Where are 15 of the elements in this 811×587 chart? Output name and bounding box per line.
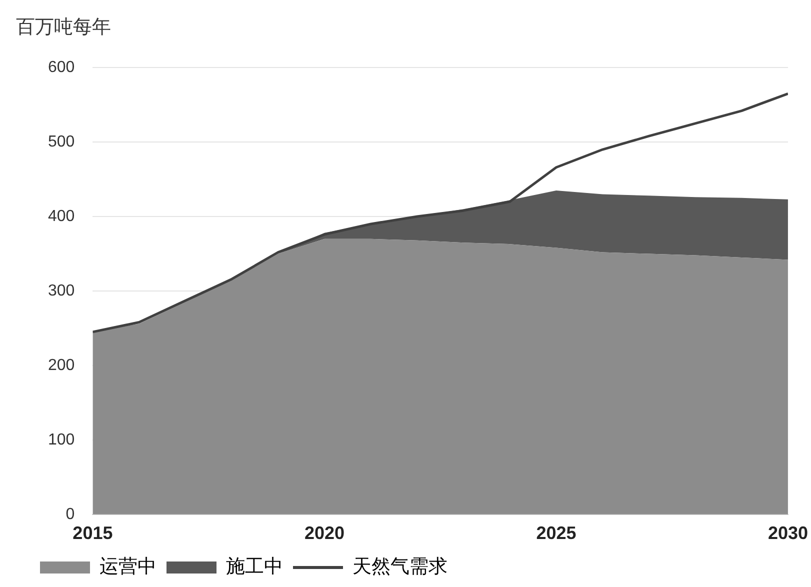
y-tick-label: 500 [48, 133, 75, 150]
legend-label: 天然气需求 [352, 555, 448, 578]
y-tick-label: 400 [48, 208, 75, 225]
x-tick-label: 2020 [304, 523, 344, 544]
x-tick-label: 2025 [536, 523, 576, 544]
y-tick-label: 600 [48, 59, 75, 76]
x-tick-label: 2015 [72, 523, 113, 544]
x-tick-label: 2030 [768, 523, 808, 544]
y-axis-title: 百万吨每年 [16, 15, 111, 40]
legend-label: 施工中 [226, 555, 283, 578]
y-tick-label: 300 [48, 282, 75, 300]
legend-label: 运营中 [100, 555, 156, 578]
y-tick-label: 100 [48, 431, 75, 448]
y-tick-label: 0 [66, 506, 75, 523]
y-tick-label: 200 [48, 356, 75, 374]
